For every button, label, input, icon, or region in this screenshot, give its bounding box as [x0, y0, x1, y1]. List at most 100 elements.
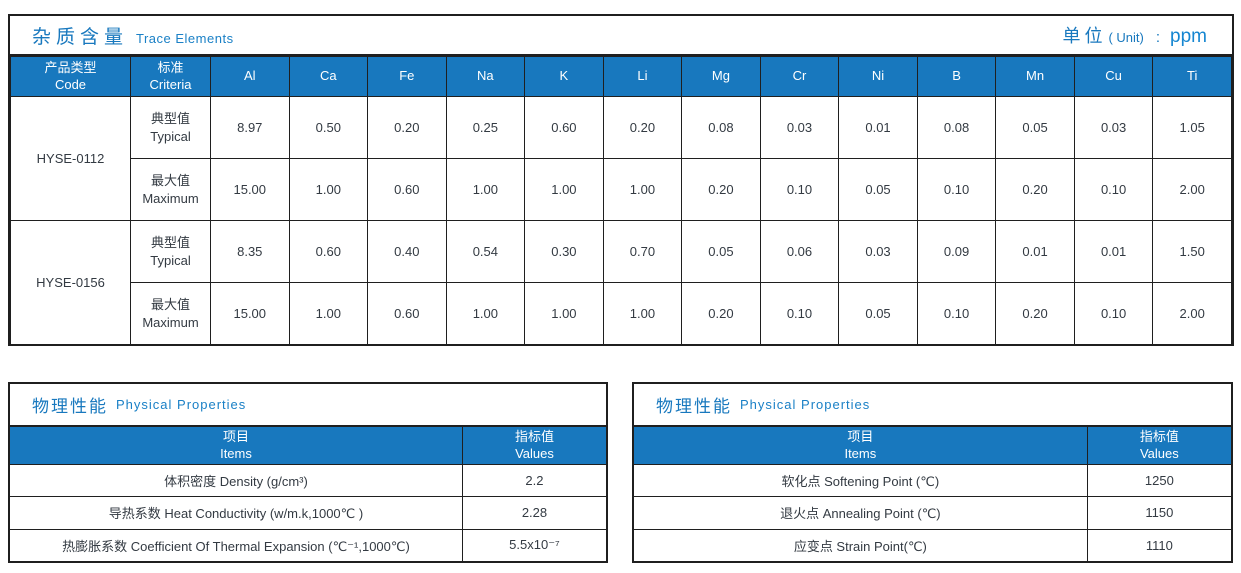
property-item: 导热系数 Heat Conductivity (w/m.k,1000℃ ): [108, 506, 364, 522]
criteria-typical-en: Typical: [150, 252, 191, 268]
value-cell: 8.97: [210, 96, 290, 159]
value-cell: 1.00: [445, 282, 526, 345]
header-items-cn: 项目: [847, 428, 874, 444]
value-cell: 0.05: [681, 220, 761, 283]
property-item: 体积密度 Density (g/cm³): [164, 474, 308, 490]
property-value: 1250: [1144, 473, 1174, 489]
property-value: 1110: [1145, 537, 1173, 553]
header-element-ti: Ti: [1152, 56, 1232, 97]
header-element-cu: Cu: [1073, 56, 1154, 97]
table-row-annealing-point: 退火点 Annealing Point (℃) 1150: [634, 496, 1231, 529]
unit-colon: :: [1155, 29, 1161, 46]
value-cell: 0.50: [288, 96, 369, 159]
value-cell: 0.08: [916, 96, 997, 159]
criteria-typical-en: Typical: [150, 128, 191, 144]
header-element-k: K: [524, 56, 604, 97]
value-cell: 1.50: [1152, 220, 1232, 283]
value-cell: 1.00: [288, 282, 369, 345]
value-cell: 0.20: [602, 96, 683, 159]
header-items: 项目 Items: [10, 427, 463, 464]
value-cell: 0.60: [288, 220, 369, 283]
value-cell: 1.05: [1152, 96, 1232, 159]
header-element-mn: Mn: [995, 56, 1075, 97]
header-element-b: B: [916, 56, 997, 97]
value-cell: 8.35: [210, 220, 290, 283]
table-row-softening-point: 软化点 Softening Point (℃) 1250: [634, 464, 1231, 497]
table-row-density: 体积密度 Density (g/cm³) 2.2: [10, 464, 606, 497]
property-value: 5.5x10⁻⁷: [509, 537, 560, 553]
property-item: 退火点 Annealing Point (℃): [780, 506, 941, 522]
value-cell: 0.10: [759, 282, 840, 345]
table-row-heat-conductivity: 导热系数 Heat Conductivity (w/m.k,1000℃ ) 2.…: [10, 496, 606, 529]
value-cell: 0.03: [838, 220, 918, 283]
value-cell: 1.00: [288, 158, 369, 221]
value-cell: 0.01: [1073, 220, 1154, 283]
unit-label: 单位 ( Unit) : ppm: [1062, 22, 1207, 48]
criteria-maximum-en: Maximum: [142, 314, 199, 330]
physical-left-title-en: Physical Properties: [116, 397, 247, 412]
trace-title-cn: 杂质含量: [32, 26, 129, 48]
trace-title: 杂质含量 Trace Elements: [32, 22, 234, 49]
product-code-hyse-0156: HYSE-0156: [10, 220, 131, 345]
header-element-li: Li: [602, 56, 683, 97]
trace-elements-table: 产品类型 Code 标准 Criteria Al Ca Fe Na K Li M…: [10, 56, 1232, 345]
value-cell: 0.20: [681, 158, 761, 221]
property-value: 2.28: [521, 505, 548, 521]
physical-left-title-cn: 物理性能: [32, 397, 108, 416]
value-cell: 0.05: [838, 282, 918, 345]
value-cell: 0.20: [681, 282, 761, 345]
table-row-strain-point: 应变点 Strain Point(℃) 1110: [634, 528, 1231, 561]
unit-label-en: ( Unit): [1108, 30, 1144, 45]
criteria-maximum-cn: 最大值: [150, 172, 190, 188]
value-cell: 0.25: [445, 96, 526, 159]
header-items: 项目 Items: [634, 427, 1088, 464]
unit-label-cn: 单位: [1062, 26, 1107, 46]
value-cell: 1.00: [445, 158, 526, 221]
value-cell: 0.20: [367, 96, 447, 159]
header-element-cr: Cr: [759, 56, 840, 97]
header-element-fe: Fe: [367, 56, 447, 97]
value-cell: 0.03: [1073, 96, 1154, 159]
value-cell: 0.60: [367, 282, 447, 345]
property-value: 2.2: [525, 473, 544, 489]
value-cell: 0.06: [759, 220, 840, 283]
value-cell: 0.03: [759, 96, 840, 159]
value-cell: 0.60: [367, 158, 447, 221]
value-cell: 2.00: [1152, 282, 1232, 345]
header-criteria: 标准 Criteria: [130, 56, 211, 97]
table-row-0112-typical: HYSE-0112 典型值 Typical 8.97 0.50 0.20 0.2…: [10, 96, 1232, 221]
table-row-thermal-expansion: 热膨胀系数 Coefficient Of Thermal Expansion (…: [10, 528, 606, 561]
value-cell: 0.10: [1073, 158, 1154, 221]
trace-elements-panel: 杂质含量 Trace Elements 单位 ( Unit) : ppm 产品类…: [8, 14, 1234, 346]
physical-left-header-row: 项目 Items 指标值 Values: [10, 427, 606, 464]
value-cell: 0.54: [445, 220, 526, 283]
header-values-en: Values: [515, 445, 554, 461]
header-element-ca: Ca: [288, 56, 369, 97]
physical-right-title-en: Physical Properties: [740, 397, 871, 412]
table-row-0156-maximum: 最大值 Maximum 15.00 1.00 0.60 1.00 1.00 1.…: [11, 282, 1232, 345]
physical-properties-left-panel: 物理性能 Physical Properties 项目 Items 指标值 Va…: [8, 382, 608, 563]
value-cell: 0.20: [995, 158, 1075, 221]
value-cell: 1.00: [524, 282, 604, 345]
criteria-maximum: 最大值 Maximum: [130, 282, 211, 345]
value-cell: 0.40: [367, 220, 447, 283]
value-cell: 0.10: [759, 158, 840, 221]
value-cell: 2.00: [1152, 158, 1232, 221]
header-values-en: Values: [1139, 445, 1179, 461]
criteria-typical-cn: 典型值: [150, 110, 190, 126]
property-item: 热膨胀系数 Coefficient Of Thermal Expansion (…: [62, 538, 410, 554]
value-cell: 15.00: [210, 282, 290, 345]
product-code-hyse-0112: HYSE-0112: [10, 96, 131, 221]
criteria-typical-cn: 典型值: [150, 234, 190, 250]
trace-header-row: 产品类型 Code 标准 Criteria Al Ca Fe Na K Li M…: [10, 56, 1232, 97]
physical-right-header-row: 项目 Items 指标值 Values: [634, 427, 1231, 464]
header-items-en: Items: [844, 445, 877, 461]
value-cell: 0.10: [916, 158, 997, 221]
header-element-al: Al: [210, 56, 290, 97]
unit-value: ppm: [1170, 26, 1207, 47]
table-row-0156-typical: HYSE-0156 典型值 Typical 8.35 0.60 0.40 0.5…: [10, 220, 1232, 345]
property-item: 软化点 Softening Point (℃): [781, 474, 940, 490]
value-cell: 0.01: [995, 220, 1075, 283]
physical-left-title-row: 物理性能 Physical Properties: [10, 384, 606, 427]
value-cell: 1.00: [524, 158, 604, 221]
